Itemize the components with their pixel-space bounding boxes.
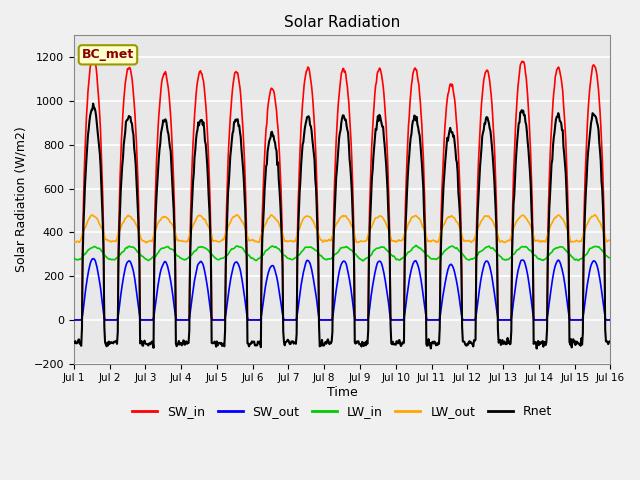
SW_out — [70, 317, 77, 323]
SW_out — [190, 283, 198, 288]
Rnet — [79, 223, 87, 229]
LW_out — [142, 240, 150, 246]
Y-axis label: Solar Radiation (W/m2): Solar Radiation (W/m2) — [15, 127, 28, 273]
Rnet — [423, 343, 431, 349]
Line: LW_in: LW_in — [74, 245, 610, 261]
LW_out — [591, 212, 598, 218]
LW_in — [189, 250, 197, 256]
Rnet — [190, 171, 198, 177]
Line: LW_out: LW_out — [74, 215, 610, 243]
SW_out — [218, 317, 226, 323]
SW_out — [408, 266, 415, 272]
Rnet — [408, 131, 415, 137]
SW_out — [606, 317, 614, 323]
Line: Rnet: Rnet — [74, 104, 610, 348]
Rnet — [136, 258, 143, 264]
LW_out — [79, 228, 87, 233]
LW_out — [218, 237, 226, 243]
SW_in — [218, 317, 226, 323]
SW_in — [606, 317, 614, 323]
Rnet — [70, 340, 77, 346]
Rnet — [218, 343, 226, 349]
SW_out — [423, 317, 431, 323]
LW_in — [218, 255, 225, 261]
SW_in — [423, 317, 431, 323]
LW_in — [359, 258, 367, 264]
SW_out — [79, 305, 87, 311]
Line: SW_in: SW_in — [74, 55, 610, 320]
SW_in — [408, 82, 415, 88]
Rnet — [90, 101, 97, 107]
LW_out — [70, 239, 77, 245]
Legend: SW_in, SW_out, LW_in, LW_out, Rnet: SW_in, SW_out, LW_in, LW_out, Rnet — [127, 400, 557, 423]
SW_in — [70, 317, 77, 323]
LW_in — [135, 250, 143, 256]
LW_in — [424, 253, 431, 259]
LW_out — [408, 215, 415, 221]
LW_out — [423, 237, 431, 242]
Line: SW_out: SW_out — [74, 259, 610, 320]
SW_in — [190, 127, 198, 132]
SW_out — [136, 311, 143, 317]
LW_in — [70, 255, 77, 261]
SW_in — [90, 52, 97, 58]
SW_out — [90, 256, 97, 262]
LW_in — [412, 242, 420, 248]
LW_out — [135, 228, 143, 233]
SW_in — [136, 239, 143, 244]
Rnet — [533, 346, 541, 351]
SW_out — [531, 317, 538, 323]
Rnet — [606, 338, 614, 344]
LW_in — [606, 255, 614, 261]
Title: Solar Radiation: Solar Radiation — [284, 15, 400, 30]
LW_in — [79, 252, 87, 258]
LW_out — [606, 238, 614, 243]
Text: BC_met: BC_met — [82, 48, 134, 61]
LW_in — [408, 247, 415, 253]
LW_out — [190, 221, 198, 227]
X-axis label: Time: Time — [327, 386, 358, 399]
SW_in — [79, 198, 87, 204]
